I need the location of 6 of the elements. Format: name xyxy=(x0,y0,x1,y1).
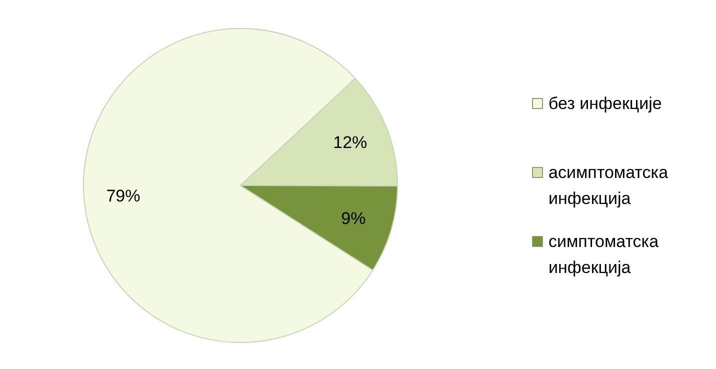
legend-label: асимптоматска инфекција xyxy=(548,163,669,208)
data-label: 79% xyxy=(106,186,140,206)
data-label: 12% xyxy=(333,133,368,152)
legend-label: без инфекције xyxy=(548,94,662,113)
data-label: 9% xyxy=(341,209,366,228)
legend-label: симптоматска инфекција xyxy=(548,232,660,277)
